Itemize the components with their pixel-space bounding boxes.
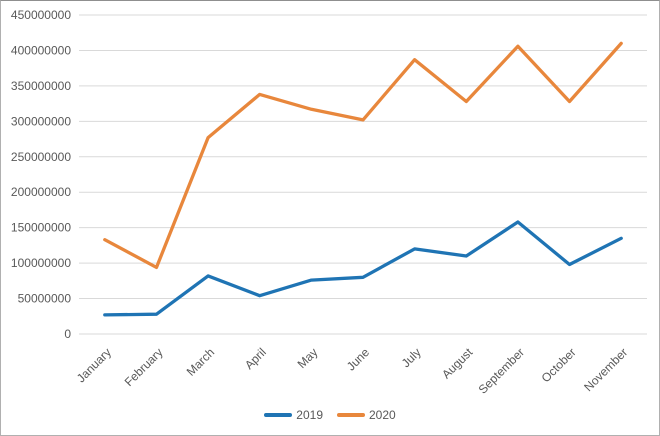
y-axis-tick-label: 150000000 [11, 221, 71, 235]
x-axis-label-september: September [476, 345, 527, 396]
legend-label-2020: 2020 [369, 408, 396, 422]
x-axis-label-july: July [399, 345, 424, 370]
y-axis-tick-label: 250000000 [11, 150, 71, 164]
y-axis-tick-label: 50000000 [18, 292, 72, 306]
x-axis-label-august: August [439, 345, 476, 382]
legend-swatch-2020 [337, 413, 365, 417]
y-axis-tick-label: 100000000 [11, 256, 71, 270]
legend-item-2019: 2019 [264, 408, 323, 422]
y-axis-tick-label: 450000000 [11, 8, 71, 22]
series-line-2019 [103, 220, 623, 317]
y-axis-tick-label: 200000000 [11, 185, 71, 199]
x-axis-label-may: May [295, 345, 321, 371]
x-axis-label-november: November [581, 345, 630, 394]
y-axis-tick-label: 350000000 [11, 79, 71, 93]
chart-legend: 2019 2020 [1, 408, 659, 422]
y-axis-tick-label: 300000000 [11, 114, 71, 128]
x-axis-label-october: October [539, 345, 579, 385]
x-axis-label-january: January [74, 345, 114, 385]
x-axis-label-february: February [122, 345, 166, 389]
legend-item-2020: 2020 [337, 408, 396, 422]
x-axis-label-april: April [242, 345, 269, 372]
legend-label-2019: 2019 [296, 408, 323, 422]
y-axis-tick-label: 400000000 [11, 43, 71, 57]
x-axis-label-june: June [344, 345, 373, 374]
x-axis-label-march: March [184, 345, 217, 378]
y-axis-tick-label: 0 [64, 327, 71, 341]
line-chart: 0 50000000 100000000 150000000 200000000 2500… [11, 8, 647, 397]
legend-swatch-2019 [264, 413, 293, 417]
series-line-2020 [103, 41, 623, 270]
